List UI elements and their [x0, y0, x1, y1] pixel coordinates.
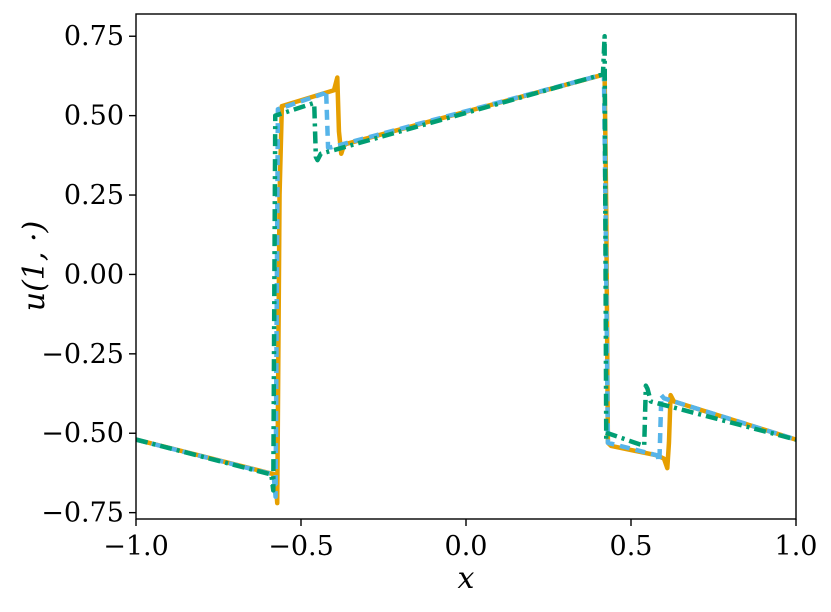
- y-tick-label: 0.00: [64, 259, 124, 290]
- x-axis-label: x: [458, 561, 475, 596]
- x-axis: −1.0 −0.5 0.0 0.5 1.0: [103, 519, 817, 562]
- plot-frame: [135, 13, 797, 520]
- series-line-2: [135, 72, 797, 500]
- y-tick-label: −0.25: [41, 339, 124, 370]
- series-layer: [135, 33, 797, 506]
- x-tick-label: 0.5: [610, 531, 653, 562]
- y-tick-label: −0.75: [41, 498, 124, 529]
- y-tick-label: −0.50: [41, 418, 124, 449]
- y-tick-label: 0.75: [64, 21, 124, 52]
- y-axis: −0.75 −0.50 −0.25 0.00 0.25 0.50 0.75: [41, 21, 136, 529]
- y-tick-label: 0.50: [64, 101, 124, 132]
- x-tick-label: 0.0: [445, 531, 488, 562]
- series-line-3: [135, 33, 797, 493]
- x-tick-label: 1.0: [775, 531, 818, 562]
- y-axis-label: u(1, ·): [17, 221, 52, 311]
- x-tick-label: −1.0: [103, 531, 169, 562]
- series-line-1: [135, 72, 797, 506]
- x-tick-label: −0.5: [268, 531, 334, 562]
- y-tick-label: 0.25: [64, 180, 124, 211]
